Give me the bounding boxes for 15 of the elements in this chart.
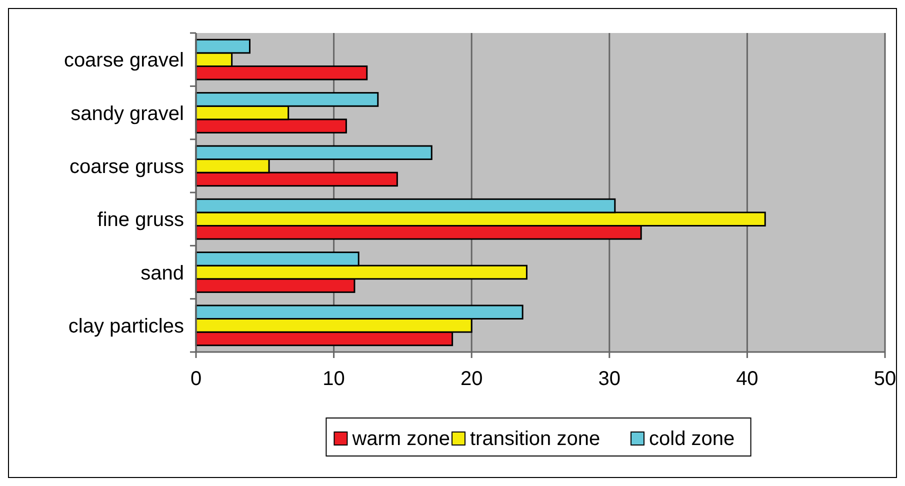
y-tick-label: coarse gruss (70, 156, 184, 178)
y-tick-label: clay particles (68, 315, 184, 338)
y-tick-label: sandy gravel (70, 102, 184, 125)
y-tick-label: sand (140, 262, 184, 284)
x-tick-label: 40 (736, 368, 758, 390)
y-tick-label: fine gruss (97, 209, 184, 232)
x-tick-label: 30 (598, 368, 621, 390)
legend-label: transition zone (470, 428, 600, 450)
legend-label: cold zone (649, 428, 735, 450)
x-tick-label: 50 (874, 368, 896, 390)
x-tick-label: 10 (322, 368, 345, 390)
legend-label: warm zone (351, 428, 450, 450)
x-tick-label: 0 (190, 368, 202, 390)
y-tick-label: coarse gravel (64, 50, 184, 72)
x-tick-label: 20 (460, 368, 483, 390)
